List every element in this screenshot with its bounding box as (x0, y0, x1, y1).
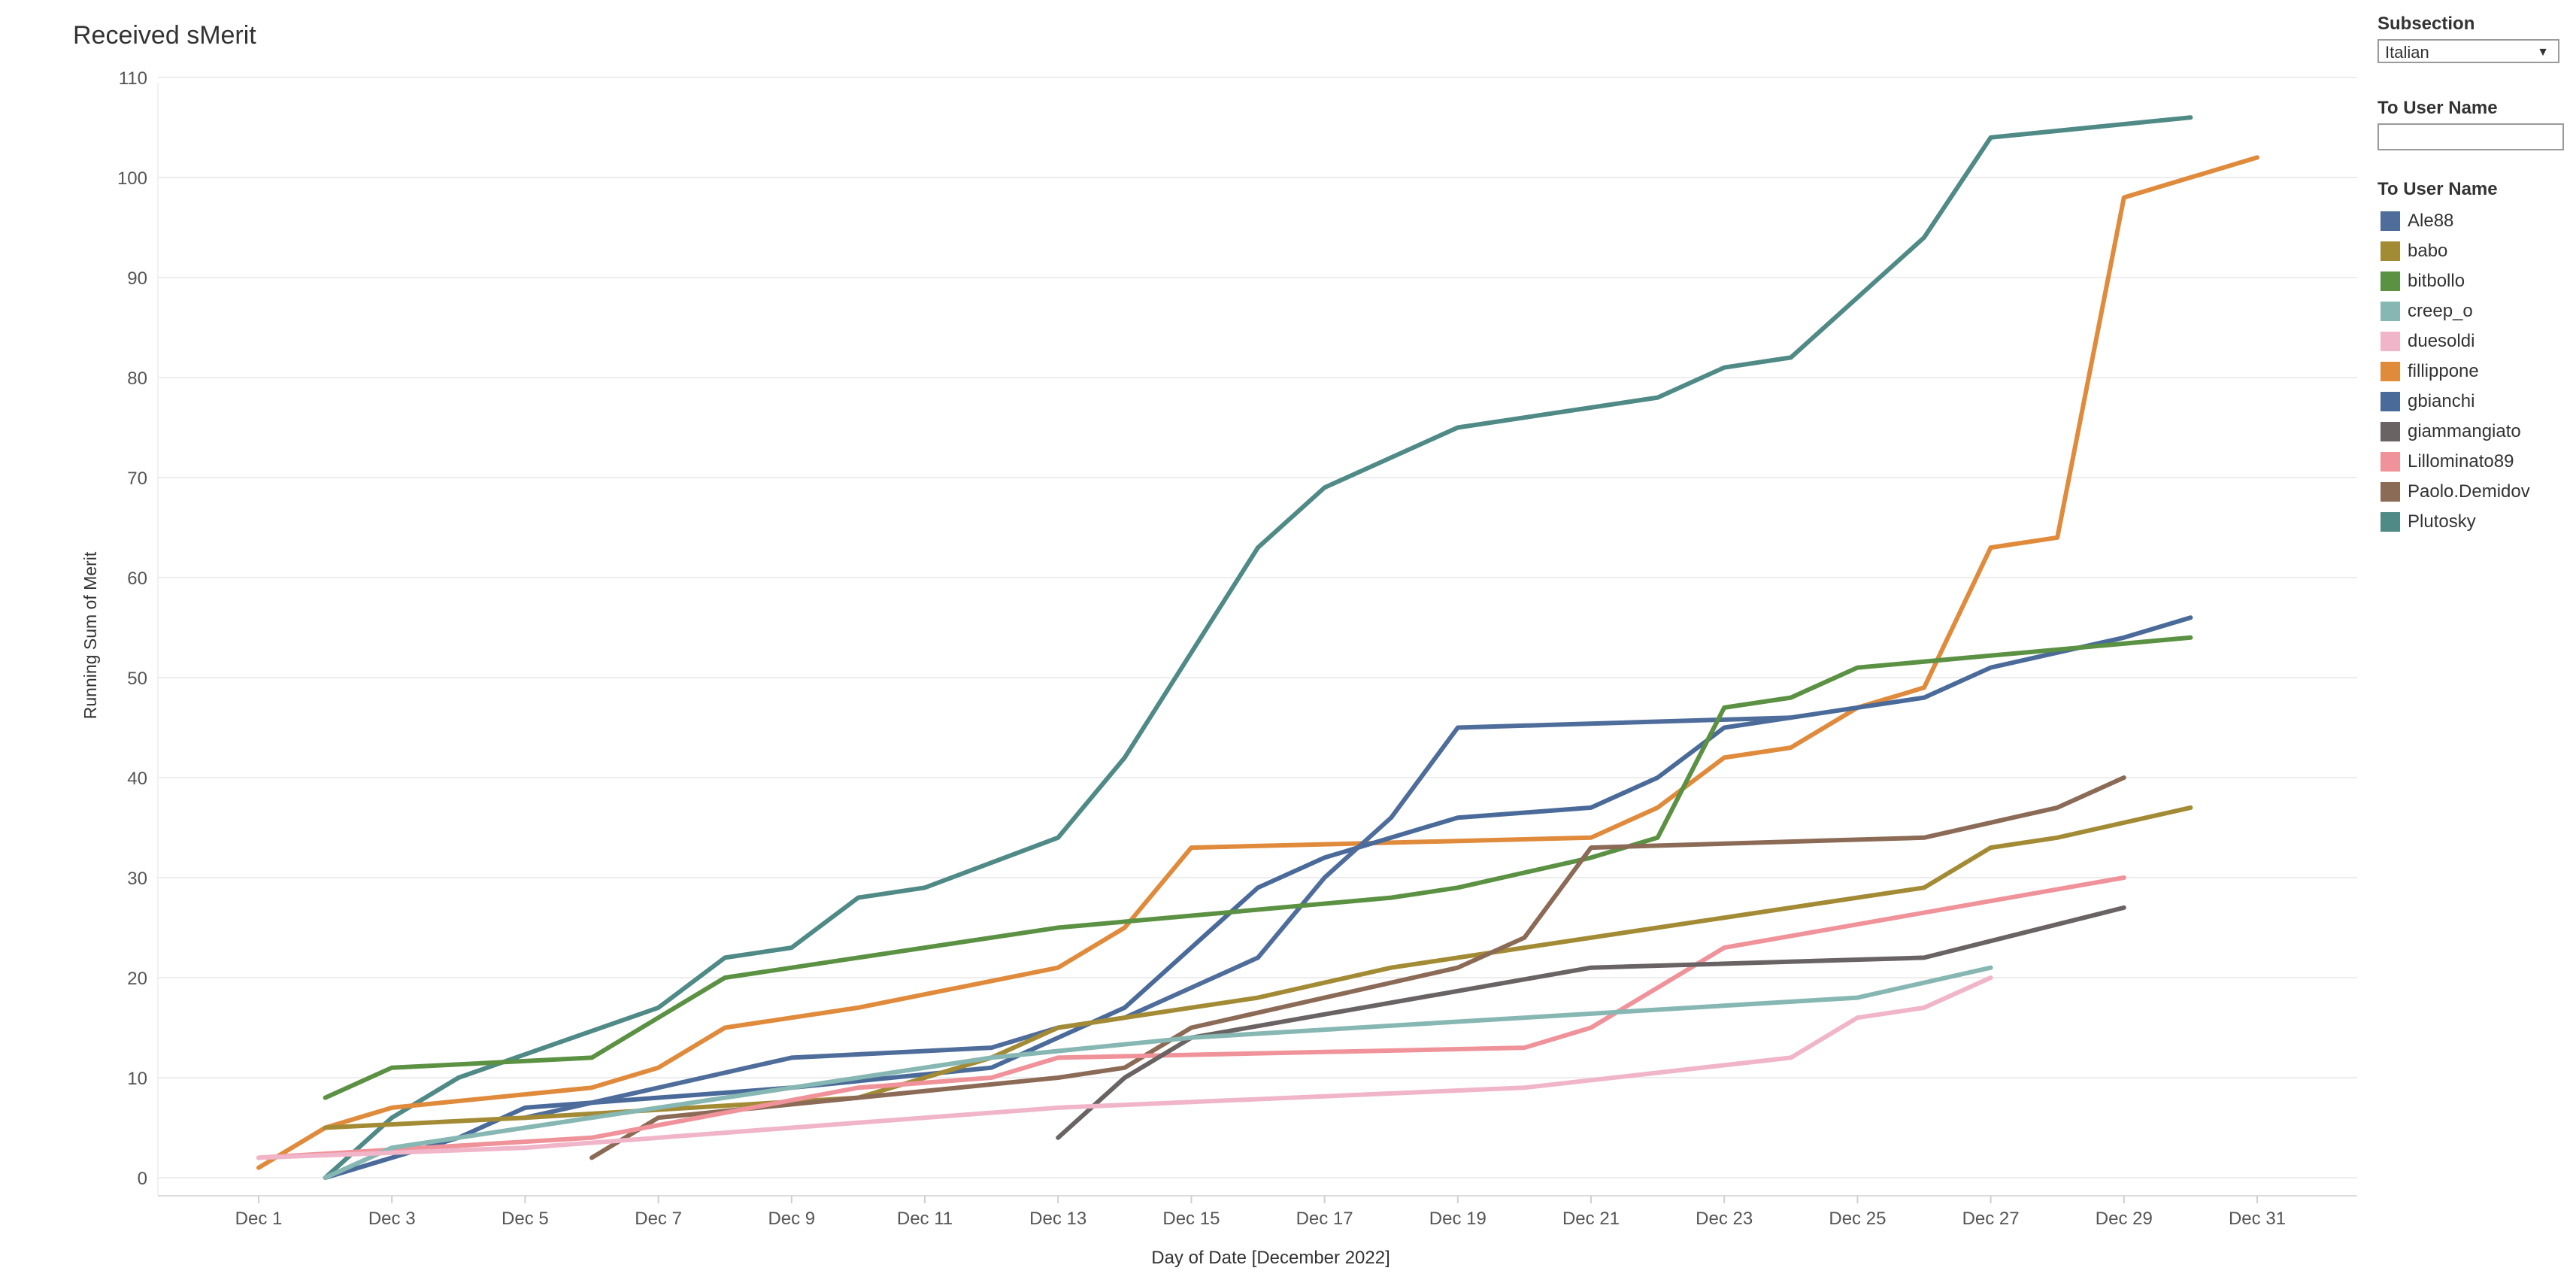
legend-swatch (2381, 452, 2400, 472)
subsection-filter: Subsection Italian ▼ (2377, 14, 2573, 63)
user-name-input[interactable] (2377, 123, 2564, 150)
x-tick-label: Dec 15 (1162, 1209, 1220, 1229)
legend-label: giammangiato (2408, 421, 2521, 441)
series-line-gbianchi[interactable] (323, 615, 2193, 1180)
x-tick-label: Dec 29 (2096, 1209, 2153, 1229)
series-line-creep-o[interactable] (323, 965, 1993, 1180)
subsection-label: Subsection (2377, 14, 2475, 34)
legend-label: gbianchi (2408, 391, 2475, 411)
x-tick-label: Dec 21 (1562, 1209, 1620, 1229)
series-line-ale88[interactable] (523, 715, 1793, 1121)
series-line-paolo-demidov[interactable] (589, 775, 2126, 1160)
legend-item[interactable]: Lillominato89 (2377, 447, 2573, 477)
y-tick-label: 0 (138, 1169, 147, 1189)
y-tick-label: 60 (127, 569, 147, 589)
line-chart: 0 10 20 30 40 50 60 70 80 90 100 110 Dec 1 Dec 3 Dec 5… (80, 68, 2357, 1268)
x-tick-label: Dec 17 (1296, 1209, 1353, 1229)
x-tick-label: Dec 19 (1429, 1209, 1487, 1229)
series-line-plutosky[interactable] (323, 115, 2193, 1180)
legend-label: babo (2408, 241, 2448, 261)
y-tick-label: 110 (119, 68, 147, 89)
y-tick-label: 90 (127, 268, 147, 289)
legend-label: creep_o (2408, 301, 2473, 321)
legend-swatch (2381, 422, 2400, 441)
y-tick-label: 50 (127, 669, 147, 689)
legend-title: To User Name (2377, 179, 2498, 199)
x-tick-label: Dec 7 (635, 1209, 682, 1229)
legend-item[interactable]: giammangiato (2377, 417, 2573, 447)
subsection-value: Italian (2385, 43, 2429, 62)
legend-item[interactable]: babo (2377, 236, 2573, 266)
series-line-babo[interactable] (323, 805, 2193, 1130)
legend-label: duesoldi (2408, 331, 2475, 351)
y-axis-label: Running Sum of Merit (80, 551, 100, 719)
legend-label: Plutosky (2408, 511, 2476, 532)
y-tick-label: 40 (127, 769, 147, 789)
legend-item[interactable]: Ale88 (2377, 206, 2573, 236)
series-line-fillippone[interactable] (256, 155, 2259, 1170)
y-tick-label: 100 (117, 168, 147, 189)
legend-item[interactable]: fillippone (2377, 356, 2573, 387)
x-tick-label: Dec 23 (1696, 1209, 1753, 1229)
user-name-filter-label: To User Name (2377, 98, 2498, 118)
user-name-filter: To User Name (2377, 98, 2573, 150)
series-line-bitbollo[interactable] (323, 635, 2193, 1100)
y-tick-label: 10 (127, 1069, 147, 1089)
legend-item[interactable]: creep_o (2377, 296, 2573, 326)
chart-title: Received sMerit (73, 21, 256, 50)
legend-swatch (2381, 512, 2400, 532)
legend-label: Paolo.Demidov (2408, 481, 2530, 502)
legend-swatch (2381, 302, 2400, 321)
legend-item[interactable]: gbianchi (2377, 387, 2573, 417)
y-tick-label: 70 (127, 469, 147, 489)
x-axis-label: Day of Date [December 2022] (1151, 1248, 1390, 1268)
legend-swatch (2381, 392, 2400, 411)
legend-label: Ale88 (2408, 211, 2454, 231)
x-tick-label: Dec 1 (235, 1209, 283, 1229)
legend-swatch (2381, 332, 2400, 351)
y-tick-label: 20 (127, 969, 147, 989)
x-tick-label: Dec 27 (1962, 1209, 2020, 1229)
legend-item[interactable]: bitbollo (2377, 266, 2573, 296)
legend-item[interactable]: duesoldi (2377, 326, 2573, 356)
series-line-giammangiato[interactable] (1056, 905, 2126, 1140)
legend-label: fillippone (2408, 361, 2479, 381)
subsection-dropdown[interactable]: Italian ▼ (2377, 39, 2559, 63)
y-tick-label: 80 (127, 369, 147, 389)
x-tick-label: Dec 11 (897, 1209, 953, 1229)
x-tick-label: Dec 13 (1029, 1209, 1086, 1229)
series-line-lillominato89[interactable] (256, 875, 2126, 1160)
series-line-duesoldi[interactable] (256, 975, 1993, 1160)
legend-label: Lillominato89 (2408, 451, 2514, 472)
legend-swatch (2381, 241, 2400, 261)
legend-swatch (2381, 271, 2400, 291)
legend-swatch (2381, 362, 2400, 381)
legend-item[interactable]: Paolo.Demidov (2377, 477, 2573, 507)
x-tick-label: Dec 9 (768, 1209, 815, 1229)
x-tick-label: Dec 25 (1829, 1209, 1886, 1229)
legend-label: bitbollo (2408, 271, 2465, 291)
y-tick-label: 30 (127, 869, 147, 889)
x-tick-label: Dec 5 (502, 1209, 549, 1229)
dropdown-arrow-icon: ▼ (2537, 46, 2549, 59)
x-tick-label: Dec 3 (368, 1209, 416, 1229)
legend-swatch (2381, 211, 2400, 231)
legend-swatch (2381, 482, 2400, 502)
legend-item[interactable]: Plutosky (2377, 507, 2573, 537)
x-tick-label: Dec 31 (2229, 1209, 2286, 1229)
